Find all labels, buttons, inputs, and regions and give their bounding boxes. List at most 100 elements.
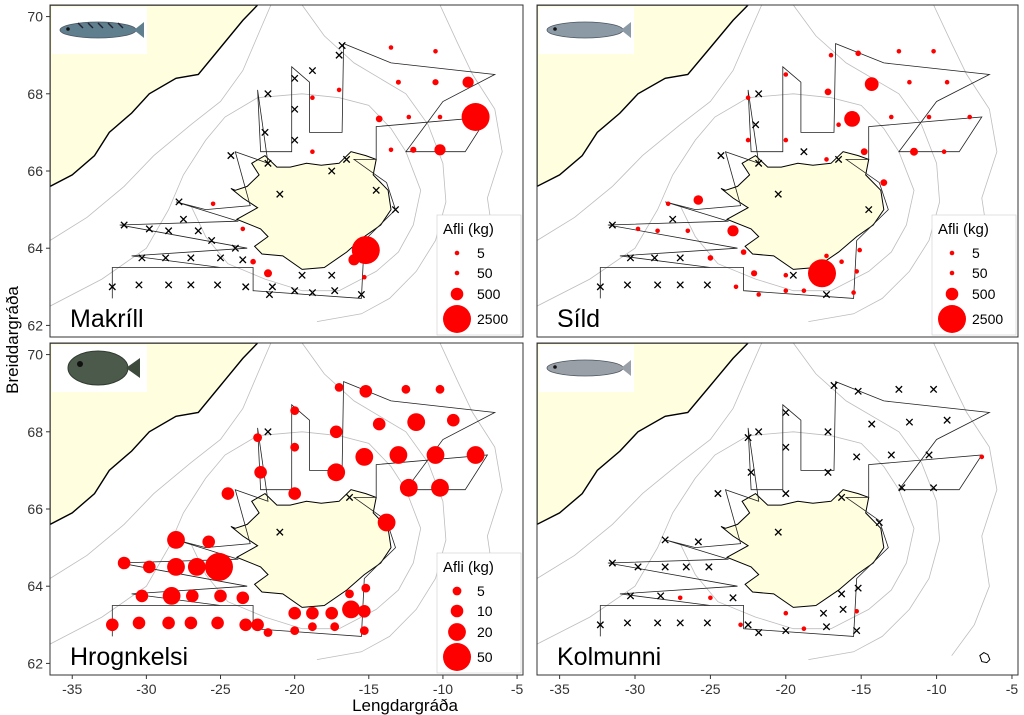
catch-bubble (462, 76, 474, 88)
zero-catch-x-mark (837, 590, 846, 598)
x-tick-label: -30 (625, 681, 645, 697)
zero-catch-x-mark (175, 198, 183, 206)
legend-title: Afli (kg) (938, 221, 989, 238)
zero-catch-x-mark (207, 236, 216, 245)
catch-bubble (187, 558, 206, 576)
legend-label: 5 (972, 245, 980, 261)
catch-bubble (860, 148, 868, 156)
zero-catch-x-mark (865, 205, 873, 214)
catch-bubble (740, 249, 747, 255)
zero-catch-x-mark (703, 619, 712, 627)
catch-bubble (290, 626, 300, 635)
catch-bubble (783, 610, 789, 616)
legend-label: 20 (477, 624, 493, 640)
depth-contour-line (50, 5, 272, 241)
catch-bubble (388, 45, 394, 50)
legend-label: 5 (477, 583, 485, 599)
zero-catch-x-mark (676, 281, 684, 289)
catch-bubble (733, 284, 739, 290)
zero-catch-x-mark (789, 271, 797, 279)
legend-bubble (450, 287, 464, 301)
legend-label: 2500 (477, 311, 508, 327)
zero-catch-x-mark (290, 105, 299, 113)
legend-label: 50 (477, 649, 493, 665)
depth-contour-line (792, 343, 941, 660)
catch-bubble (857, 247, 862, 253)
zero-catch-x-mark (782, 408, 790, 417)
catch-bubble (167, 558, 185, 576)
catch-bubble (263, 628, 273, 637)
catch-bubble (205, 552, 233, 581)
legend-label: 500 (477, 286, 501, 302)
catch-bubble (221, 487, 235, 500)
catch-bubble (824, 157, 829, 162)
catch-bubble (240, 226, 246, 232)
zero-catch-x-mark (653, 619, 662, 627)
zero-catch-x-mark (227, 151, 235, 160)
zero-catch-x-mark (308, 288, 317, 297)
iceland-landmass (230, 489, 392, 608)
catch-bubble (907, 79, 912, 85)
catch-bubble (345, 589, 354, 599)
zero-catch-x-mark (822, 290, 831, 299)
catch-bubble (329, 425, 343, 439)
x-tick-label: -15 (851, 681, 871, 697)
x-tick-label: -35 (550, 681, 570, 697)
zero-catch-x-mark (819, 609, 828, 617)
species-name: Síld (557, 305, 600, 333)
x-tick-label: -30 (136, 681, 156, 697)
zero-catch-x-mark (264, 90, 272, 98)
y-tick-label: 68 (27, 424, 43, 440)
zero-catch-x-mark (216, 254, 225, 262)
catch-bubble (828, 52, 834, 58)
catch-bubble (251, 618, 264, 632)
zero-catch-x-mark (929, 484, 938, 492)
catch-bubble (854, 269, 859, 274)
depth-contour-line (537, 5, 763, 241)
catch-bubble (167, 531, 185, 549)
zero-catch-x-mark (853, 626, 861, 635)
zero-catch-x-mark (194, 227, 202, 235)
survey-track (599, 381, 991, 637)
catch-bubble (310, 149, 315, 154)
catch-bubble (635, 226, 641, 232)
catch-bubble (186, 589, 199, 603)
zero-catch-x-mark (626, 592, 635, 600)
zero-catch-x-mark (656, 592, 665, 600)
zero-catch-x-mark (676, 619, 684, 627)
catch-bubble (372, 417, 386, 431)
zero-catch-x-mark (357, 290, 366, 299)
catch-bubble (308, 622, 317, 632)
zero-catch-x-mark (161, 254, 170, 262)
zero-catch-x-mark (854, 584, 862, 592)
zero-catch-x-mark (239, 256, 247, 264)
zero-catch-x-mark (120, 221, 128, 229)
catch-bubble (435, 384, 445, 394)
panel-hrognkelsi: Hrognkelsi Afli (kg) 5 10 20 50 62 64 66 68 70 -35 -… (27, 342, 524, 697)
catch-legend: Afli (kg) 5 50 500 2500 (436, 214, 522, 336)
legend-bubble (945, 287, 959, 301)
catch-bubble (655, 228, 660, 234)
catch-bubble (801, 288, 807, 294)
zero-catch-x-mark (754, 159, 763, 167)
catch-bubble (426, 446, 445, 464)
catch-bubble (210, 201, 216, 207)
zero-catch-x-mark (682, 563, 690, 571)
depth-contour-line (301, 343, 447, 660)
mackerel-photo (52, 7, 147, 54)
survey-track (599, 43, 991, 299)
panel-sild: Síld Afli (kg) 5 50 500 2500 (536, 4, 1019, 338)
zero-catch-x-mark (824, 468, 832, 476)
catch-bubble (389, 446, 408, 464)
x-tick-label: -25 (210, 681, 230, 697)
zero-catch-x-mark (751, 121, 760, 129)
zero-catch-x-mark (824, 428, 832, 436)
legend-bubble (452, 586, 462, 596)
zero-catch-x-mark (596, 283, 604, 291)
x-tick-label: -15 (359, 681, 379, 697)
zero-catch-x-mark (391, 205, 400, 214)
zero-catch-x-mark (694, 538, 702, 546)
zero-catch-x-mark (898, 484, 906, 492)
panel-frame (536, 342, 1019, 676)
catch-bubble (434, 144, 446, 156)
